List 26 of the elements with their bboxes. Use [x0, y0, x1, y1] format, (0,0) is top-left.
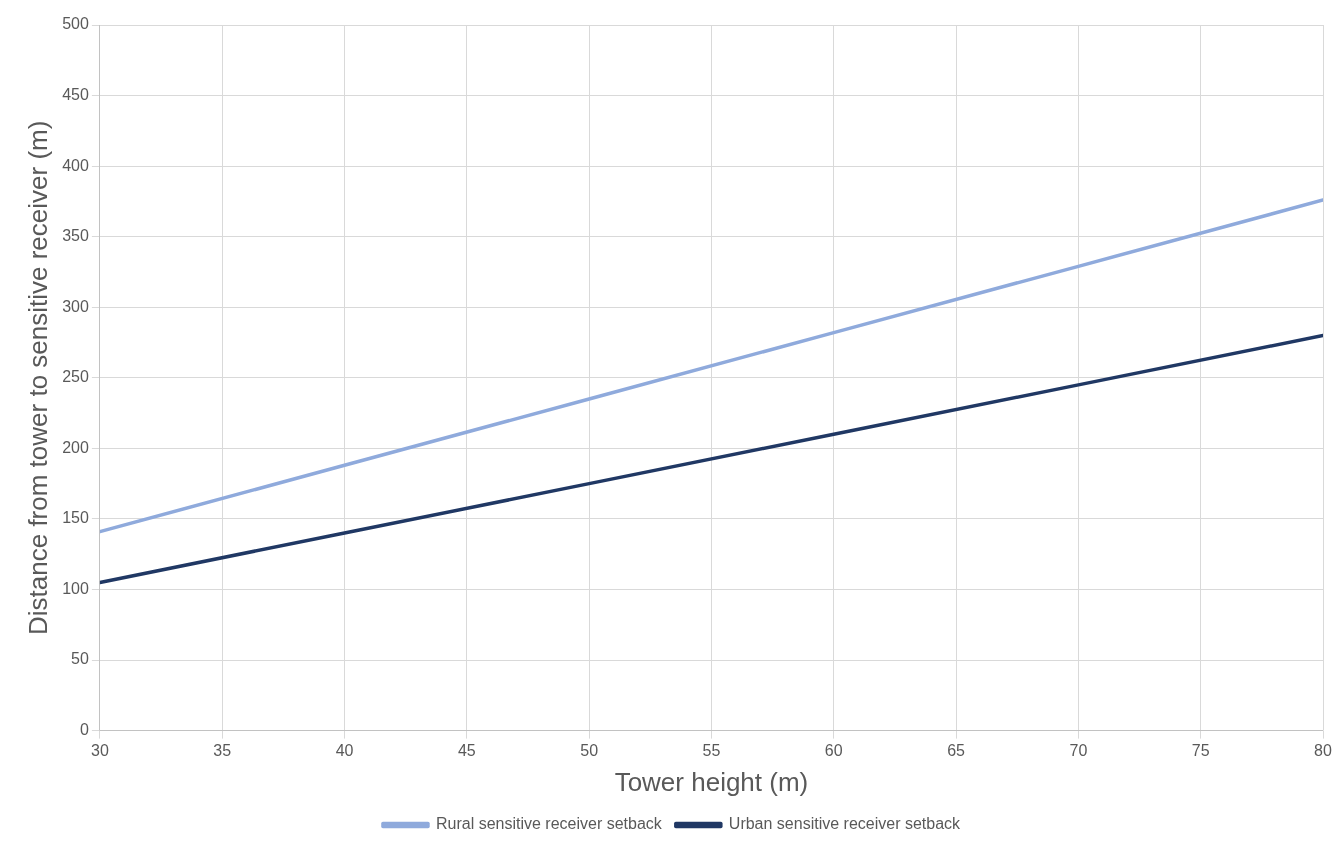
x-tick-label: 40 — [335, 741, 354, 759]
y-tick-label: 100 — [62, 579, 89, 597]
x-tick-label: 60 — [824, 741, 843, 759]
y-tick-label: 400 — [62, 156, 89, 174]
y-tick-label: 0 — [79, 721, 89, 739]
x-tick-label: 70 — [1069, 741, 1088, 759]
x-tick-label: 30 — [91, 741, 109, 759]
y-tick-label: 500 — [62, 15, 89, 33]
y-tick-label: 450 — [62, 85, 89, 103]
x-tick-label: 65 — [947, 741, 966, 759]
legend-label: Rural sensitive receiver setback — [435, 815, 663, 833]
x-tick-label: 80 — [1314, 741, 1332, 759]
x-tick-label: 55 — [702, 741, 721, 759]
y-tick-label: 50 — [71, 650, 89, 668]
y-tick-label: 200 — [62, 438, 89, 456]
legend-label: Urban sensitive receiver setback — [728, 815, 962, 833]
y-tick-label: 350 — [62, 227, 89, 245]
y-tick-label: 300 — [62, 297, 89, 315]
x-tick-label: 45 — [457, 741, 476, 759]
y-tick-label: 150 — [62, 509, 89, 527]
y-axis-title: Distance from tower to sensitive receiver (m) — [22, 120, 53, 635]
y-tick-label: 250 — [62, 368, 89, 386]
x-axis-title: Tower height (m) — [614, 766, 809, 797]
x-tick-label: 75 — [1191, 741, 1210, 759]
x-tick-label: 50 — [580, 741, 599, 759]
x-tick-label: 35 — [213, 741, 232, 759]
